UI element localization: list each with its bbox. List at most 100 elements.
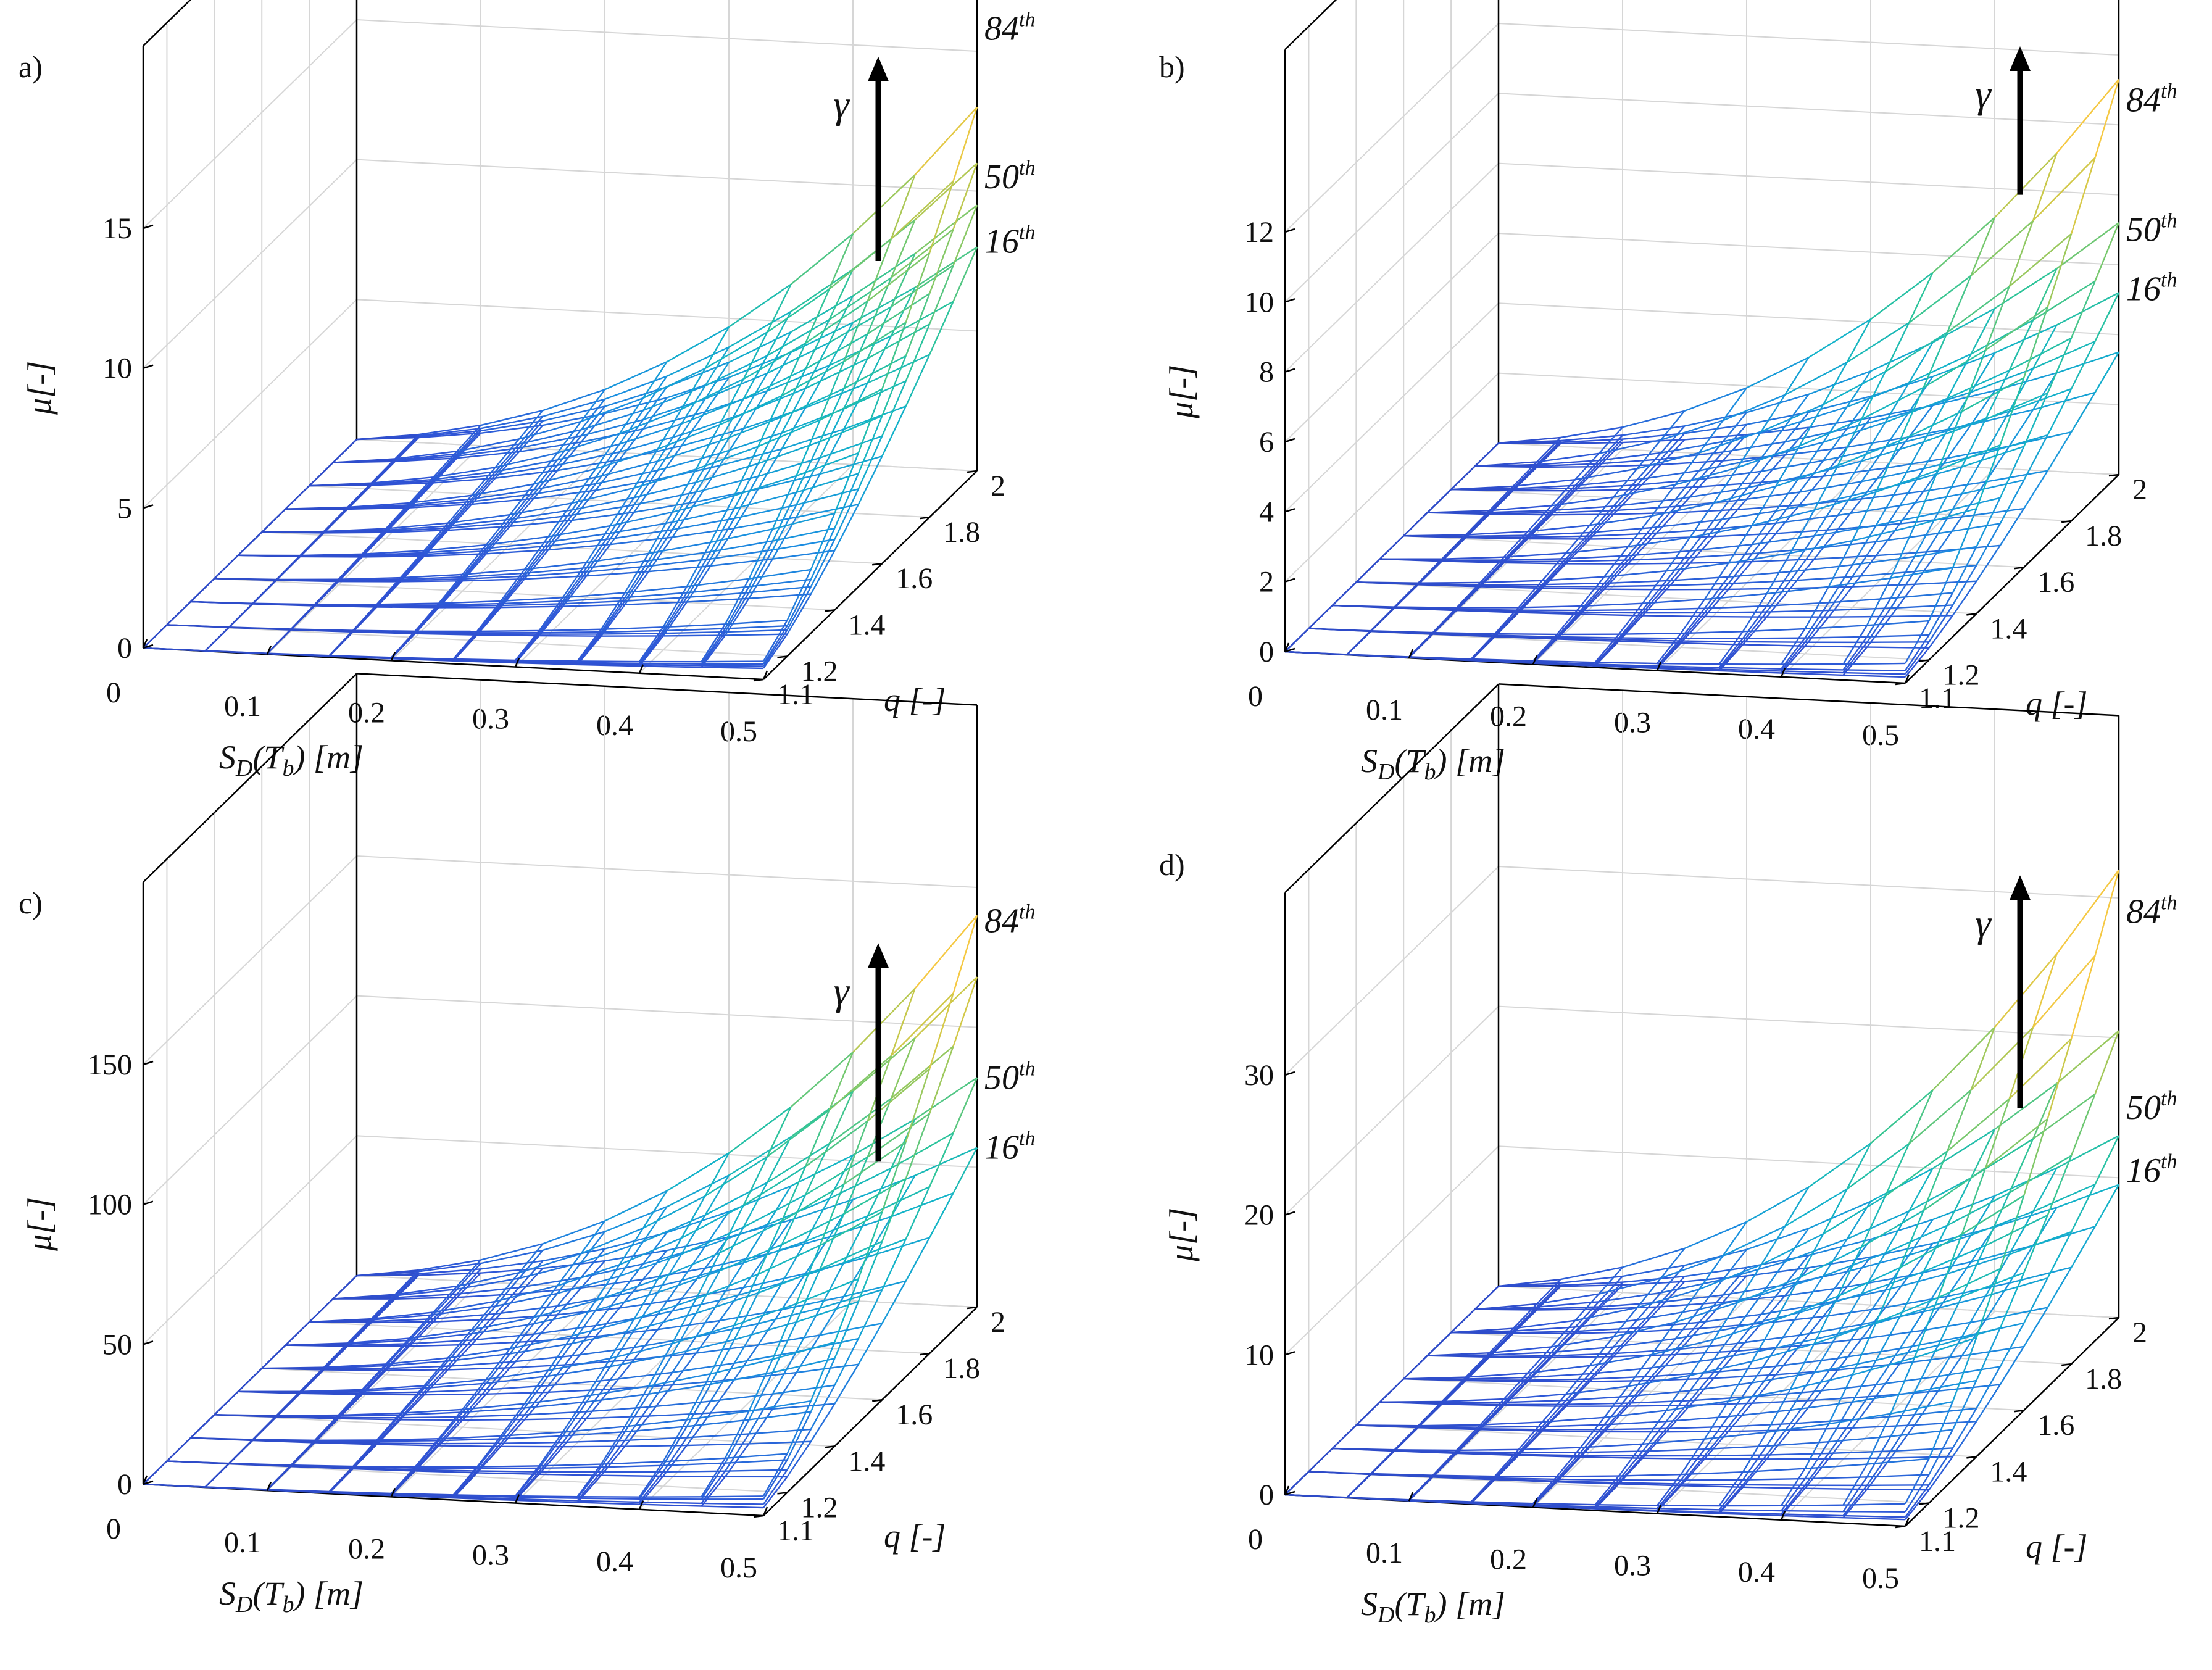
surface-mesh-line <box>1528 1365 1590 1374</box>
surface-mesh-line <box>733 488 759 529</box>
z-tick-label: 0 <box>117 1468 132 1501</box>
surface-mesh-line <box>1665 550 1691 581</box>
surface-mesh-line <box>681 398 744 425</box>
surface-mesh-line <box>1904 620 1930 664</box>
surface-mesh-line <box>1866 634 1929 638</box>
surface-mesh-line <box>385 504 410 531</box>
surface-mesh-line <box>285 485 310 510</box>
surface-mesh-line <box>657 1237 683 1280</box>
surface-mesh-line <box>1861 490 1924 500</box>
y-tick-label: 2 <box>2132 1316 2147 1349</box>
surface-mesh-line <box>424 1389 486 1393</box>
surface-mesh-line <box>518 1268 544 1295</box>
surface-mesh-line <box>828 268 854 320</box>
surface-mesh-line <box>1751 486 1777 526</box>
surface-mesh-line <box>667 1211 730 1234</box>
surface-mesh-line <box>1652 520 1714 529</box>
surface-mesh-line <box>1837 1247 1863 1297</box>
surface-mesh-line <box>1947 286 2010 333</box>
surface-mesh-line <box>1952 1337 1977 1402</box>
surface-mesh-line <box>1718 1471 1744 1506</box>
surface-mesh-line <box>1465 530 1528 536</box>
surface-mesh-line <box>1728 525 1753 564</box>
x-tick-label: 0.5 <box>1862 719 1899 752</box>
surface-mesh-line <box>1947 424 1972 459</box>
surface-mesh-line <box>634 1336 696 1348</box>
surface-mesh-line <box>1808 1142 1871 1188</box>
surface-mesh-line <box>891 301 954 337</box>
surface-mesh-line <box>1885 430 1948 448</box>
surface-mesh-line <box>748 1372 773 1421</box>
surface-mesh-line <box>1866 1457 1892 1490</box>
surface-mesh-line <box>394 457 457 462</box>
surface-mesh-line <box>1852 491 1877 541</box>
surface-mesh-line <box>1985 286 2010 351</box>
x-tick-mark <box>390 1487 396 1497</box>
surface-mesh-line <box>843 358 868 410</box>
z-tick-mark <box>1284 1071 1295 1076</box>
surface-mesh-line <box>1718 644 1744 671</box>
surface-mesh-line <box>786 1411 812 1461</box>
surface-mesh-line <box>749 1428 811 1435</box>
surface-mesh-line <box>557 443 620 461</box>
surface-mesh-line <box>1742 1468 1805 1473</box>
grid-line <box>1284 22 2119 233</box>
surface-mesh-line <box>1503 1373 1529 1400</box>
surface-mesh-line <box>771 504 797 550</box>
surface-mesh-line <box>400 1419 463 1421</box>
surface-mesh-line <box>1813 515 1839 549</box>
surface-mesh-line <box>704 346 730 386</box>
z-tick-label: 0 <box>1259 1479 1274 1511</box>
surface-mesh-line <box>586 1389 611 1419</box>
surface-mesh-line <box>543 1248 605 1262</box>
surface-mesh-line <box>686 578 749 588</box>
surface-mesh-line <box>1985 470 2048 483</box>
surface-mesh-line <box>1628 1400 1690 1404</box>
surface-mesh-line <box>881 405 907 457</box>
surface-mesh-line <box>1550 1319 1576 1348</box>
x-tick-mark <box>390 651 396 661</box>
surface-mesh-line <box>418 427 481 437</box>
surface-mesh-line <box>1618 602 1644 635</box>
surface-mesh-line <box>1689 1371 1715 1402</box>
x-tick-label: 0.2 <box>1490 700 1527 733</box>
surface-mesh-line <box>1579 576 1605 607</box>
surface-mesh-line <box>1798 404 1824 447</box>
surface-mesh-line <box>1628 557 1690 561</box>
surface-mesh-line <box>1604 1420 1666 1426</box>
surface-mesh-line <box>557 1264 620 1287</box>
surface-mesh-line <box>1589 1336 1615 1366</box>
surface-mesh-line <box>1866 646 1929 649</box>
z-tick-mark <box>143 1480 154 1485</box>
surface-mesh-line <box>462 1419 525 1421</box>
surface-mesh-line <box>1976 1327 2001 1381</box>
surface-mesh-line <box>1722 1275 1747 1303</box>
surface-mesh-line <box>1528 1373 1590 1379</box>
surface-mesh-line <box>518 1261 581 1279</box>
surface-mesh-line <box>1560 441 1623 444</box>
surface-mesh-line <box>572 497 634 511</box>
surface-mesh-line <box>1789 535 1815 572</box>
surface-mesh-line <box>1613 505 1676 512</box>
surface-mesh-line <box>518 1250 544 1279</box>
surface-mesh-line <box>1613 483 1676 498</box>
surface-mesh-line <box>500 573 525 604</box>
surface-mesh-line <box>1775 504 1800 534</box>
x-tick-mark <box>514 1494 520 1504</box>
surface-mesh-line <box>633 491 696 506</box>
y-tick-mark <box>777 655 788 658</box>
surface-mesh-line <box>1746 1186 1810 1223</box>
surface-mesh-line <box>1843 1514 1906 1518</box>
surface-mesh-line <box>352 1465 415 1468</box>
surface-mesh-line <box>686 1373 712 1420</box>
surface-mesh-line <box>1775 498 1838 512</box>
surface-mesh-line <box>719 1220 783 1254</box>
surface-mesh-line <box>1403 1376 1466 1380</box>
surface-mesh-line <box>1999 480 2025 524</box>
surface-mesh-line <box>1737 1323 1762 1352</box>
surface-mesh-line <box>1580 1443 1643 1448</box>
surface-mesh-line <box>1527 1346 1552 1374</box>
axis-line <box>356 673 978 706</box>
surface-mesh-line <box>767 1186 792 1226</box>
surface-mesh-line <box>1665 537 1691 571</box>
